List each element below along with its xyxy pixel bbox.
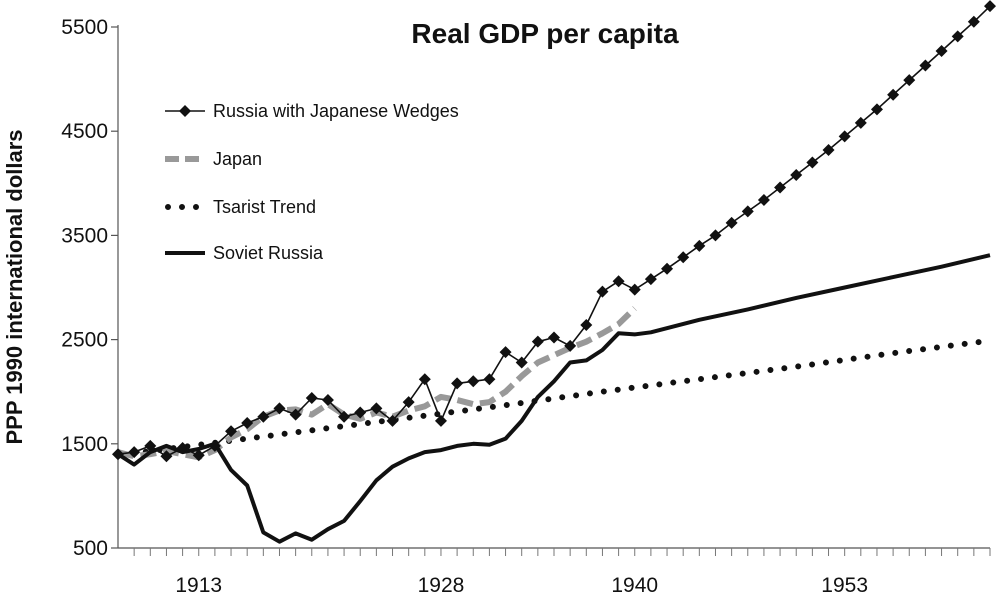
- legend-label: Russia with Japanese Wedges: [213, 101, 459, 121]
- data-point-diamond: [854, 116, 867, 129]
- series-line-tsarist-trend: [115, 337, 993, 459]
- series-line-japan: [117, 306, 637, 461]
- data-point-diamond: [790, 168, 803, 181]
- data-point-diamond: [515, 356, 528, 369]
- data-point-diamond: [402, 396, 415, 409]
- y-tick-label: 3500: [61, 224, 108, 247]
- legend-item: Russia with Japanese Wedges: [165, 101, 459, 121]
- data-point-diamond: [725, 216, 738, 229]
- chart-title: Real GDP per capita: [411, 18, 679, 49]
- data-point-diamond: [951, 30, 964, 43]
- data-point-diamond: [386, 414, 399, 427]
- x-tick-label: 1940: [611, 574, 658, 597]
- data-point-diamond: [483, 373, 496, 386]
- data-point-diamond: [548, 331, 560, 344]
- y-axis-label: PPP 1990 international dollars: [2, 129, 27, 444]
- data-point-diamond: [822, 143, 835, 156]
- y-tick-label: 4500: [61, 120, 108, 143]
- data-point-diamond: [418, 373, 431, 386]
- data-point-diamond: [273, 402, 286, 415]
- data-point-diamond: [838, 130, 851, 143]
- data-point-diamond: [580, 319, 593, 332]
- data-point-diamond: [596, 285, 609, 298]
- data-point-diamond: [305, 391, 318, 404]
- legend-label: Soviet Russia: [213, 243, 324, 263]
- x-tick-label: 1913: [175, 574, 222, 597]
- legend-marker-diamond: [179, 105, 191, 117]
- data-point-diamond: [289, 408, 302, 421]
- data-point-diamond: [112, 448, 124, 461]
- data-point-diamond: [984, 0, 996, 13]
- data-point-diamond: [321, 394, 334, 407]
- x-tick-label: 1953: [821, 574, 868, 597]
- data-point-diamond: [757, 193, 770, 206]
- data-point-diamond: [967, 15, 980, 28]
- data-point-diamond: [709, 229, 722, 242]
- legend: Russia with Japanese Wedges Japan Tsarist …: [165, 101, 459, 263]
- data-point-diamond: [903, 74, 916, 87]
- data-point-diamond: [644, 273, 657, 286]
- data-point-diamond: [451, 377, 464, 390]
- data-point-diamond: [176, 441, 189, 454]
- axes: 500 1500 2500 3500 4500 5500 1913 1928 1940 1953: [61, 16, 991, 597]
- data-point-diamond: [354, 406, 367, 419]
- data-point-diamond: [192, 449, 205, 462]
- y-tick-label: 500: [73, 537, 108, 560]
- data-point-diamond: [225, 425, 238, 438]
- data-point-diamond: [564, 339, 577, 352]
- data-point-diamond: [370, 402, 383, 415]
- data-point-diamond: [160, 450, 173, 463]
- data-point-diamond: [919, 59, 932, 72]
- data-point-diamond: [467, 375, 480, 388]
- data-point-diamond: [677, 251, 690, 264]
- data-point-diamond: [144, 439, 157, 452]
- data-point-diamond: [257, 410, 270, 423]
- x-tick-label: 1928: [418, 574, 465, 597]
- legend-label: Tsarist Trend: [213, 197, 316, 217]
- y-tick-label: 2500: [61, 329, 108, 352]
- data-point-diamond: [774, 181, 787, 194]
- data-point-diamond: [741, 205, 754, 218]
- data-point-diamond: [887, 88, 900, 101]
- data-point-diamond: [531, 335, 544, 348]
- data-point-diamond: [661, 262, 674, 275]
- data-point-diamond: [241, 416, 254, 429]
- data-point-diamond: [499, 346, 512, 359]
- data-point-diamond: [128, 446, 141, 459]
- legend-item: Soviet Russia: [165, 243, 324, 263]
- y-tick-label: 1500: [61, 433, 108, 456]
- data-point-diamond: [628, 283, 641, 296]
- legend-label: Japan: [213, 149, 262, 169]
- legend-item: Japan: [165, 149, 262, 169]
- data-point-diamond: [208, 439, 221, 452]
- legend-item: Tsarist Trend: [165, 197, 316, 217]
- series-line-russia-with-japanese-wedges: [117, 5, 991, 458]
- series-line-soviet-russia: [116, 253, 991, 544]
- series-layer: [112, 0, 996, 544]
- data-point-diamond: [935, 44, 948, 57]
- data-point-diamond: [806, 156, 819, 169]
- y-tick-label: 5500: [61, 16, 108, 39]
- data-point-diamond: [338, 410, 351, 423]
- data-point-diamond: [870, 103, 883, 116]
- data-point-diamond: [434, 414, 447, 427]
- data-point-diamond: [693, 239, 706, 252]
- data-point-diamond: [612, 275, 625, 288]
